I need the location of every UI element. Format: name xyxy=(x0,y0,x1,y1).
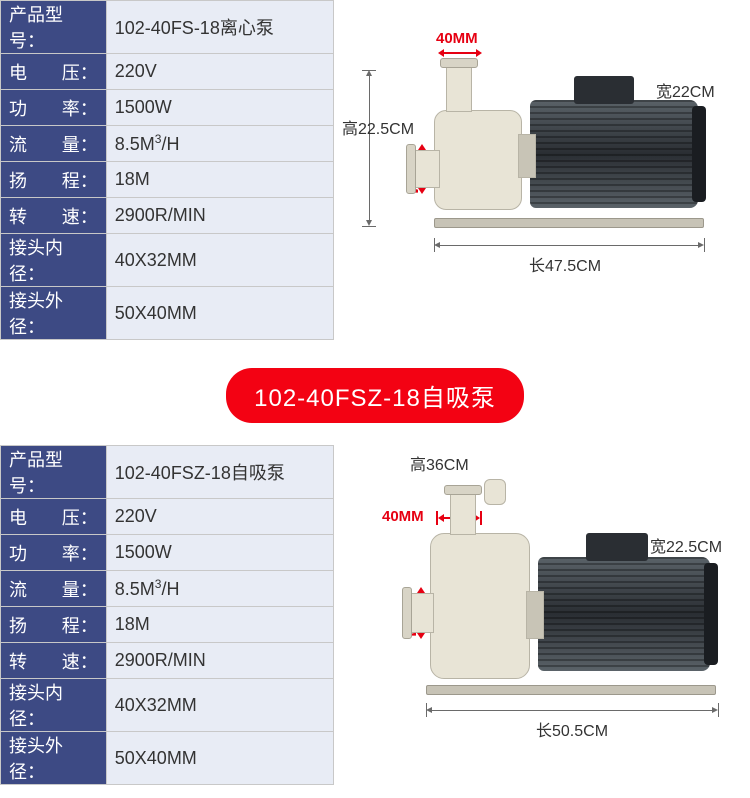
p2-height-label: 高36CM xyxy=(410,451,469,475)
spec-value: 50X40MM xyxy=(106,732,333,785)
spec-label: 产品型号： xyxy=(1,446,107,499)
table-row: 流量：8.5M3/H xyxy=(1,571,334,607)
table-row: 产品型号：102-40FSZ-18自吸泵 xyxy=(1,446,334,499)
product2-title-pill: 102-40FSZ-18自吸泵 xyxy=(226,368,524,423)
spec-label: 接头内径： xyxy=(1,234,107,287)
spec-label: 流量： xyxy=(1,126,107,162)
table-row: 接头内径：40X32MM xyxy=(1,679,334,732)
spec-label: 转速： xyxy=(1,198,107,234)
table-row: 电压：220V xyxy=(1,499,334,535)
p1-height-label: 高22.5CM xyxy=(342,115,414,139)
spec-label: 接头内径： xyxy=(1,679,107,732)
spec-value: 18M xyxy=(106,607,333,643)
spec-value: 102-40FS-18离心泵 xyxy=(106,1,333,54)
spec-value: 18M xyxy=(106,162,333,198)
spec-label: 电压： xyxy=(1,54,107,90)
spec-value: 50X40MM xyxy=(106,287,333,340)
spec-label: 接头外径： xyxy=(1,732,107,785)
table-row: 功率：1500W xyxy=(1,535,334,571)
p2-top-red-label: 40MM xyxy=(382,508,424,525)
product1-diagram: 高22.5CM 40MM 50MM 宽22CM 长47.5CM xyxy=(334,0,750,300)
product1-spec-table: 产品型号：102-40FS-18离心泵电压：220V功率：1500W流量：8.5… xyxy=(0,0,334,340)
spec-label: 转速： xyxy=(1,643,107,679)
spec-label: 功率： xyxy=(1,90,107,126)
spec-value: 220V xyxy=(106,499,333,535)
table-row: 产品型号：102-40FS-18离心泵 xyxy=(1,1,334,54)
product1-section: 产品型号：102-40FS-18离心泵电压：220V功率：1500W流量：8.5… xyxy=(0,0,750,340)
product2-spec-table: 产品型号：102-40FSZ-18自吸泵电压：220V功率：1500W流量：8.… xyxy=(0,445,334,785)
product1-spec-tbody: 产品型号：102-40FS-18离心泵电压：220V功率：1500W流量：8.5… xyxy=(1,1,334,340)
spec-label: 扬程： xyxy=(1,162,107,198)
spec-label: 电压： xyxy=(1,499,107,535)
table-row: 接头外径：50X40MM xyxy=(1,732,334,785)
table-row: 接头外径：50X40MM xyxy=(1,287,334,340)
spec-label: 功率： xyxy=(1,535,107,571)
p1-length-label: 长47.5CM xyxy=(529,252,601,276)
spec-value: 8.5M3/H xyxy=(106,571,333,607)
p1-width-label: 宽22CM xyxy=(656,78,715,102)
table-row: 转速：2900R/MIN xyxy=(1,198,334,234)
spec-label: 产品型号： xyxy=(1,1,107,54)
p2-width-label: 宽22.5CM xyxy=(650,533,722,557)
spec-value: 2900R/MIN xyxy=(106,643,333,679)
spec-value: 2900R/MIN xyxy=(106,198,333,234)
spec-value: 8.5M3/H xyxy=(106,126,333,162)
table-row: 功率：1500W xyxy=(1,90,334,126)
spec-label: 接头外径： xyxy=(1,287,107,340)
spec-label: 扬程： xyxy=(1,607,107,643)
p2-length-label: 长50.5CM xyxy=(536,717,608,741)
spec-value: 40X32MM xyxy=(106,679,333,732)
table-row: 流量：8.5M3/H xyxy=(1,126,334,162)
table-row: 扬程：18M xyxy=(1,607,334,643)
p1-top-red-label: 40MM xyxy=(436,30,478,47)
spec-value: 1500W xyxy=(106,90,333,126)
table-row: 电压：220V xyxy=(1,54,334,90)
spec-value: 220V xyxy=(106,54,333,90)
table-row: 转速：2900R/MIN xyxy=(1,643,334,679)
table-row: 接头内径：40X32MM xyxy=(1,234,334,287)
product2-diagram: 高36CM 40MM 50MM 宽22.5CM 长50.5CM xyxy=(334,445,750,755)
product2-spec-tbody: 产品型号：102-40FSZ-18自吸泵电压：220V功率：1500W流量：8.… xyxy=(1,446,334,785)
spec-value: 1500W xyxy=(106,535,333,571)
spec-value: 102-40FSZ-18自吸泵 xyxy=(106,446,333,499)
table-row: 扬程：18M xyxy=(1,162,334,198)
product2-section: 产品型号：102-40FSZ-18自吸泵电压：220V功率：1500W流量：8.… xyxy=(0,445,750,785)
spec-value: 40X32MM xyxy=(106,234,333,287)
spec-label: 流量： xyxy=(1,571,107,607)
